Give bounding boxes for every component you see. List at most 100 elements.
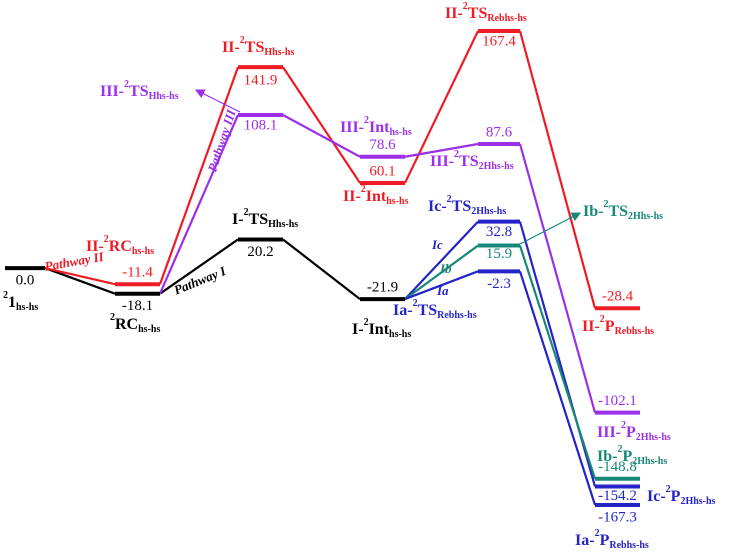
- state-label: Ib-2P2Hhs-hs: [597, 444, 667, 467]
- value-label: 32.8: [486, 224, 512, 240]
- value-label: -28.4: [602, 289, 634, 305]
- label-part: 1: [8, 294, 16, 311]
- label-part: hs-hs: [138, 324, 160, 335]
- label-part: 2: [617, 444, 622, 455]
- label-part: P: [671, 488, 681, 505]
- label-part: III-: [430, 153, 454, 170]
- state-label: III-2TS2Hhs-hs: [430, 149, 514, 172]
- state-label: Ic-2TS2Hhs-hs: [428, 194, 506, 217]
- value-label: 78.6: [369, 137, 396, 153]
- label-part: Hhs-hs: [149, 91, 179, 102]
- label-part: 2: [447, 194, 452, 205]
- state-label: II-2TSRebhs-hs: [445, 1, 527, 24]
- pathway-label: Pathway II: [43, 249, 105, 274]
- label-part: P: [622, 448, 632, 465]
- pathway-label: Ia: [436, 283, 449, 298]
- label-part: Ib-: [583, 203, 603, 220]
- label-part: 2: [600, 314, 605, 325]
- state-label: III-2Inths-hs: [340, 115, 412, 138]
- pathway-label: Pathway III: [204, 107, 239, 174]
- label-part: II-: [86, 238, 104, 255]
- pathway-label: Ic: [431, 237, 443, 252]
- label-part: 2: [621, 420, 626, 431]
- label-part: Rebhs-hs: [437, 310, 477, 321]
- label-part: Rebhs-hs: [487, 13, 527, 24]
- label-part: RC: [115, 316, 138, 333]
- label-part: II-: [582, 318, 600, 335]
- label-part: III-: [340, 119, 364, 136]
- state-label: Ic-2P2Hhs-hs: [647, 484, 716, 507]
- pathway-label: Pathway I: [172, 263, 229, 298]
- label-part: Rebhs-hs: [615, 326, 655, 337]
- label-part: 2: [603, 199, 608, 210]
- connector: [282, 238, 361, 300]
- label-part: RC: [109, 238, 132, 255]
- value-label: 87.6: [486, 124, 513, 140]
- label-part: TS: [468, 5, 488, 22]
- connector: [158, 66, 240, 285]
- label-part: 2Hhs-hs: [628, 211, 663, 222]
- state-label: II-2PRebhs-hs: [582, 314, 654, 337]
- label-part: 2: [364, 115, 369, 126]
- label-part: 2Hhs-hs: [479, 161, 514, 172]
- state-label: Ib-2TS2Hhs-hs: [583, 199, 663, 222]
- label-part: TS: [245, 39, 265, 56]
- label-part: II-: [445, 5, 463, 22]
- label-part: 2: [240, 35, 245, 46]
- label-part: Int: [369, 321, 390, 338]
- value-label: -21.9: [367, 280, 398, 296]
- connector: [404, 30, 479, 184]
- arrow: [519, 212, 582, 245]
- label-part: III-: [597, 424, 621, 441]
- label-part: 2: [454, 149, 459, 160]
- label-part: TS: [452, 198, 472, 215]
- label-part: Ic-: [647, 488, 666, 505]
- state-label: II-2RChs-hs: [86, 234, 154, 257]
- label-part: P: [600, 532, 610, 549]
- label-part: Rebhs-hs: [609, 540, 649, 551]
- label-part: 2: [463, 1, 468, 12]
- value-label: -11.4: [122, 265, 153, 281]
- arrow: [194, 89, 241, 113]
- label-part: I-: [352, 321, 364, 338]
- value-label: -2.3: [487, 276, 511, 292]
- connector: [518, 30, 597, 309]
- connector: [44, 266, 116, 286]
- connector: [282, 66, 361, 184]
- label-part: 2Hhs-hs: [636, 432, 671, 443]
- label-part: 2Hhs-hs: [632, 456, 667, 467]
- value-label: -148.8: [598, 459, 637, 475]
- state-label: 2RChs-hs: [110, 312, 160, 335]
- connector: [518, 245, 597, 480]
- state-label: Ia-2PRebhs-hs: [575, 528, 649, 551]
- connector: [282, 114, 361, 158]
- label-part: 2: [595, 528, 600, 539]
- label-part: TS: [459, 153, 479, 170]
- label-part: II-: [343, 188, 361, 205]
- label-part: Ia-: [393, 302, 413, 319]
- value-label: 20.2: [247, 244, 273, 260]
- value-label: 15.9: [486, 246, 512, 262]
- label-part: Hhs-hs: [268, 219, 298, 230]
- connector: [158, 114, 240, 295]
- label-part: TS: [129, 83, 149, 100]
- state-label: III-2TSHhs-hs: [100, 79, 179, 102]
- connector: [404, 220, 479, 300]
- label-part: hs-hs: [389, 329, 411, 340]
- label-part: hs-hs: [132, 246, 154, 257]
- label-part: 2Hhs-hs: [680, 496, 715, 507]
- value-label: 141.9: [244, 73, 278, 89]
- label-part: 2: [364, 317, 369, 328]
- label-part: 2: [361, 184, 366, 195]
- value-label: -167.3: [598, 509, 637, 525]
- connector: [159, 238, 239, 295]
- value-label: -154.2: [598, 488, 637, 504]
- state-label: I-2TSHhs-hs: [232, 207, 298, 230]
- label-part: Int: [366, 188, 387, 205]
- label-part: 2Hhs-hs: [471, 206, 506, 217]
- label-part: Ib-: [597, 448, 617, 465]
- label-part: P: [605, 318, 615, 335]
- label-part: 2: [110, 312, 115, 323]
- label-part: III-: [100, 83, 124, 100]
